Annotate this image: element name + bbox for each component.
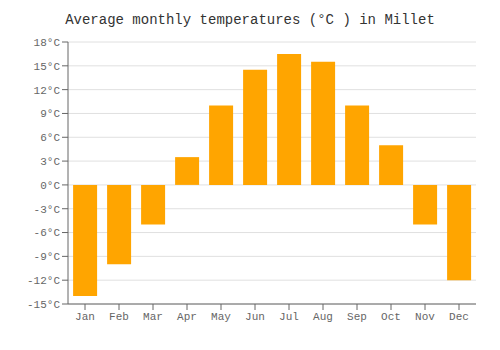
svg-text:Jul: Jul	[279, 311, 299, 323]
svg-text:-15°C: -15°C	[27, 299, 60, 311]
svg-text:-9°C: -9°C	[34, 251, 61, 263]
svg-text:Aug: Aug	[313, 311, 333, 323]
svg-text:3°C: 3°C	[40, 156, 60, 168]
svg-text:Dec: Dec	[449, 311, 469, 323]
svg-text:9°C: 9°C	[40, 108, 60, 120]
svg-text:12°C: 12°C	[34, 85, 61, 97]
svg-text:18°C: 18°C	[34, 37, 61, 49]
svg-text:Feb: Feb	[109, 311, 129, 323]
svg-text:6°C: 6°C	[40, 132, 60, 144]
svg-text:Nov: Nov	[415, 311, 435, 323]
svg-text:15°C: 15°C	[34, 61, 61, 73]
svg-text:Apr: Apr	[177, 311, 197, 323]
svg-text:Jun: Jun	[245, 311, 265, 323]
svg-text:-12°C: -12°C	[27, 275, 60, 287]
svg-text:-6°C: -6°C	[34, 227, 61, 239]
svg-text:0°C: 0°C	[40, 180, 60, 192]
svg-text:May: May	[211, 311, 231, 323]
html-text:Average monthly temperatures (: Average monthly temperatures (°C ) in Mi…	[65, 12, 435, 28]
svg-text:Sep: Sep	[347, 311, 367, 323]
svg-text:Jan: Jan	[75, 311, 95, 323]
svg-text:-3°C: -3°C	[34, 204, 61, 216]
svg-text:Mar: Mar	[143, 311, 163, 323]
svg-text:Oct: Oct	[381, 311, 401, 323]
